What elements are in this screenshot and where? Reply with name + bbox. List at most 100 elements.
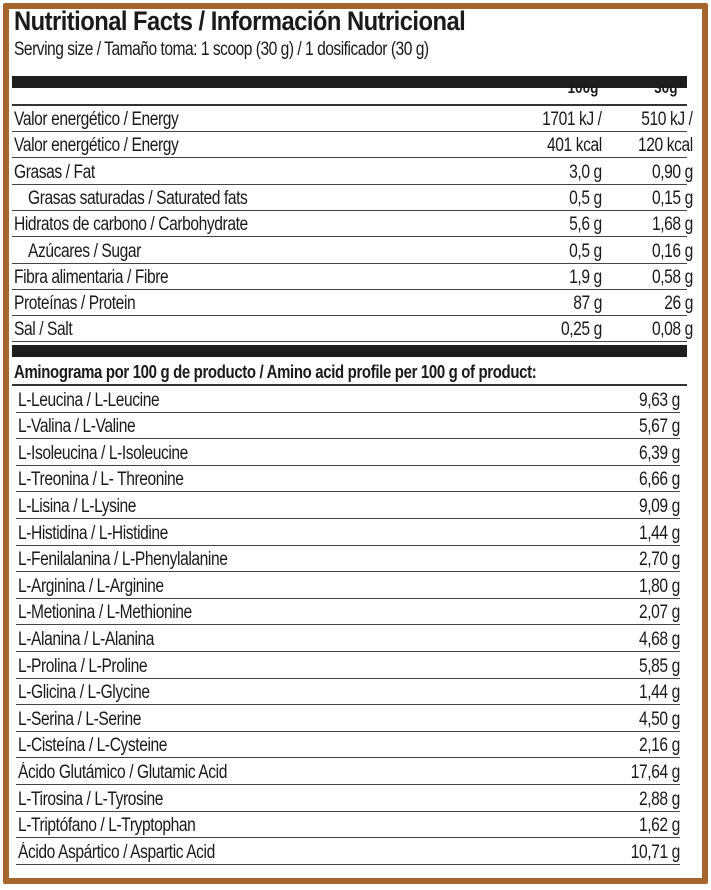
amino-row: L-Tirosina / L-Tyrosine 2,88 g <box>16 785 680 812</box>
amino-row: L-Valina / L-Valine 5,67 g <box>16 413 680 440</box>
column-header-100g: 100g <box>567 80 598 97</box>
amino-row: L-Glicina / L-Glycine 1,44 g <box>16 679 680 706</box>
label-title: Nutritional Facts / Información Nutricio… <box>14 6 466 36</box>
nutrient-value-serving: 0,15 g <box>652 187 693 209</box>
amino-label: L-Arginina / L-Arginine <box>18 575 164 597</box>
amino-row: L-Serina / L-Serine 4,50 g <box>16 705 680 732</box>
amino-row: L-Treonina / L- Threonine 6,66 g <box>16 466 680 493</box>
nutrient-row: Fibra alimentaria / Fibre 1,9 g 0,58 g <box>12 264 693 290</box>
amino-label: L-Isoleucina / L-Isoleucine <box>18 442 188 464</box>
nutrient-label: Proteínas / Protein <box>14 293 136 315</box>
amino-label: L-Fenilalanina / L-Phenylalanine <box>18 549 228 571</box>
serving-size: Serving size / Tamaño toma: 1 scoop (30 … <box>14 39 429 60</box>
amino-row: Ácido Glutámico / Glutamic Acid 17,64 g <box>16 758 680 785</box>
nutrient-value-100g: 0,5 g <box>569 240 602 262</box>
amino-row: L-Lisina / L-Lysine 9,09 g <box>16 492 680 519</box>
nutrient-row: Grasas saturadas / Saturated fats 0,5 g … <box>12 185 693 211</box>
amino-label: L-Leucina / L-Leucine <box>18 389 160 411</box>
nutrient-row: Valor energético / Energy 401 kcal 120 k… <box>12 132 693 159</box>
amino-row: L-Isoleucina / L-Isoleucine 6,39 g <box>16 439 680 466</box>
amino-row: L-Triptófano / L-Tryptophan 1,62 g <box>16 812 680 839</box>
amino-label: L-Prolina / L-Proline <box>18 655 148 677</box>
nutrient-row: Grasas / Fat 3,0 g 0,90 g <box>12 159 693 185</box>
amino-row: Ácido Aspártico / Aspartic Acid 10,71 g <box>16 838 680 865</box>
amino-value: 2,88 g <box>639 788 680 810</box>
nutrient-label: Sal / Salt <box>14 319 73 341</box>
nutrient-value-100g: 0,5 g <box>569 187 602 209</box>
nutrient-label: Valor energético / Energy <box>14 135 179 157</box>
nutrient-row: Azúcares / Sugar 0,5 g 0,16 g <box>12 238 693 264</box>
nutrient-value-serving: 0,08 g <box>652 319 693 341</box>
amino-value: 1,44 g <box>639 682 680 704</box>
amino-label: L-Metionina / L-Methionine <box>18 602 192 624</box>
nutrient-value-100g: 401 kcal <box>547 135 602 157</box>
amino-label: L-Alanina / L-Alanina <box>18 628 155 650</box>
amino-label: Ácido Glutámico / Glutamic Acid <box>18 761 227 783</box>
nutrient-value-serving: 1,68 g <box>652 214 693 236</box>
nutrient-value-serving: 510 kJ / <box>641 109 694 130</box>
amino-row: L-Metionina / L-Methionine 2,07 g <box>16 599 680 626</box>
amino-row: L-Fenilalanina / L-Phenylalanine 2,70 g <box>16 546 680 573</box>
amino-value: 5,67 g <box>639 416 680 438</box>
nutrient-label: Grasas saturadas / Saturated fats <box>28 187 248 209</box>
amino-value: 9,63 g <box>639 389 680 411</box>
amino-value: 10,71 g <box>630 841 681 863</box>
amino-row: L-Cisteína / L-Cysteine 2,16 g <box>16 732 680 759</box>
nutrient-value-serving: 120 kcal <box>638 135 693 157</box>
amino-value: 2,16 g <box>639 735 680 757</box>
nutrient-value-100g: 3,0 g <box>569 161 602 183</box>
nutrient-row: Valor energético / Energy 1701 kJ / 510 … <box>12 106 693 132</box>
amino-value: 1,62 g <box>639 815 680 837</box>
amino-value: 1,44 g <box>639 522 680 544</box>
amino-label: L-Valina / L-Valine <box>18 416 136 438</box>
amino-label: L-Serina / L-Serine <box>18 708 141 730</box>
amino-header: Aminograma por 100 g de producto / Amino… <box>14 362 537 382</box>
nutrient-label: Fibra alimentaria / Fibre <box>14 266 169 288</box>
nutrient-label: Grasas / Fat <box>14 161 95 183</box>
amino-value: 2,07 g <box>639 602 680 624</box>
nutrient-value-serving: 0,90 g <box>652 161 693 183</box>
nutrient-label: Azúcares / Sugar <box>28 240 141 262</box>
amino-value: 4,50 g <box>639 708 680 730</box>
amino-header-divider <box>12 384 687 386</box>
column-header-serving: 30g* <box>654 80 683 97</box>
amino-label: L-Lisina / L-Lysine <box>18 495 137 517</box>
middle-divider-bar <box>12 345 687 357</box>
label-frame <box>3 3 708 884</box>
amino-label: L-Cisteína / L-Cysteine <box>18 735 168 757</box>
amino-value: 17,64 g <box>630 761 681 783</box>
nutrient-value-100g: 1,9 g <box>569 266 602 288</box>
amino-label: L-Glicina / L-Glycine <box>18 682 150 704</box>
amino-row: L-Arginina / L-Arginine 1,80 g <box>16 572 680 599</box>
nutrient-value-100g: 0,25 g <box>561 319 602 341</box>
nutrient-value-serving: 26 g <box>664 293 693 315</box>
nutrient-value-serving: 0,16 g <box>652 240 693 262</box>
amino-row: L-Histidina / L-Histidine 1,44 g <box>16 519 680 546</box>
header-divider <box>12 104 687 106</box>
top-divider-bar <box>12 76 687 88</box>
amino-value: 6,66 g <box>639 469 680 491</box>
amino-label: Ácido Aspártico / Aspartic Acid <box>18 841 215 863</box>
amino-value: 2,70 g <box>639 549 680 571</box>
nutrient-row: Proteínas / Protein 87 g 26 g <box>12 290 693 317</box>
nutrient-label: Hidratos de carbono / Carbohydrate <box>14 214 248 236</box>
nutrient-value-100g: 5,6 g <box>569 214 602 236</box>
amino-label: L-Triptófano / L-Tryptophan <box>18 815 196 837</box>
amino-label: L-Histidina / L-Histidine <box>18 522 168 544</box>
amino-row: L-Prolina / L-Proline 5,85 g <box>16 652 680 679</box>
nutrient-value-serving: 0,58 g <box>652 266 693 288</box>
amino-value: 9,09 g <box>639 495 680 517</box>
amino-value: 1,80 g <box>639 575 680 597</box>
nutrient-value-100g: 1701 kJ / <box>542 109 602 130</box>
amino-row: L-Leucina / L-Leucine 9,63 g <box>16 386 680 413</box>
nutrient-row: Sal / Salt 0,25 g 0,08 g <box>12 316 693 343</box>
amino-value: 4,68 g <box>639 628 680 650</box>
amino-label: L-Treonina / L- Threonine <box>18 469 184 491</box>
nutrient-label: Valor energético / Energy <box>14 109 179 130</box>
amino-value: 6,39 g <box>639 442 680 464</box>
amino-label: L-Tirosina / L-Tyrosine <box>18 788 163 810</box>
amino-value: 5,85 g <box>639 655 680 677</box>
amino-row: L-Alanina / L-Alanina 4,68 g <box>16 625 680 652</box>
nutrient-row: Hidratos de carbono / Carbohydrate 5,6 g… <box>12 211 693 238</box>
nutrient-value-100g: 87 g <box>573 293 602 315</box>
